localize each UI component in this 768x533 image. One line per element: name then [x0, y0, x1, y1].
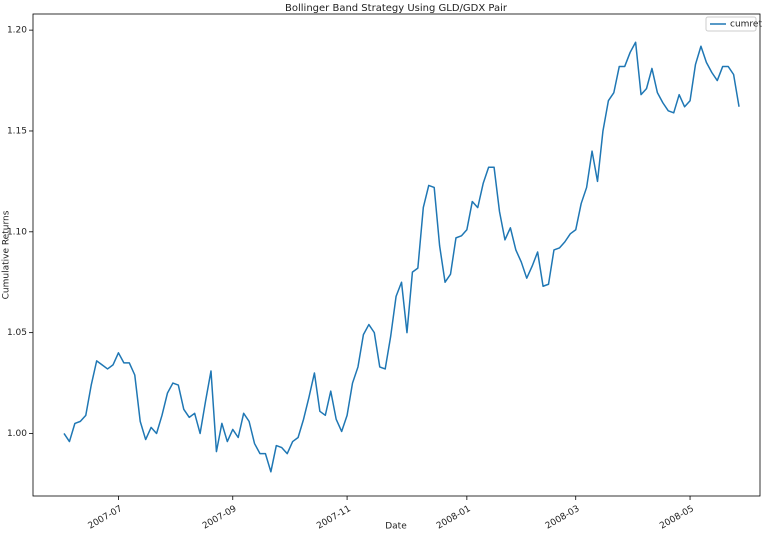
y-tick-label: 1.00: [7, 429, 27, 439]
line-series: [63, 41, 740, 473]
x-tick-label: 2007-11: [315, 504, 353, 531]
x-tick-label: 2008-05: [658, 504, 696, 531]
y-tick-label: 1.15: [7, 126, 27, 136]
plot-frame: [32, 13, 761, 497]
y-axis-label: Cumulative Returns: [2, 210, 12, 299]
legend-box: [705, 16, 757, 32]
x-tick-label: 2008-03: [544, 504, 582, 531]
x-axis-label: Date: [385, 522, 407, 532]
x-tick-label: 2008-01: [435, 504, 473, 531]
y-tick-label: 1.10: [7, 227, 27, 237]
x-tick-label: 2007-07: [87, 504, 125, 531]
y-tick-label: 1.05: [7, 328, 27, 338]
y-tick-label: 1.20: [7, 26, 27, 36]
legend-label: cumret: [730, 20, 762, 30]
x-tick-label: 2007-09: [201, 504, 239, 532]
chart-title: Bollinger Band Strategy Using GLD/GDX Pa…: [285, 3, 508, 14]
